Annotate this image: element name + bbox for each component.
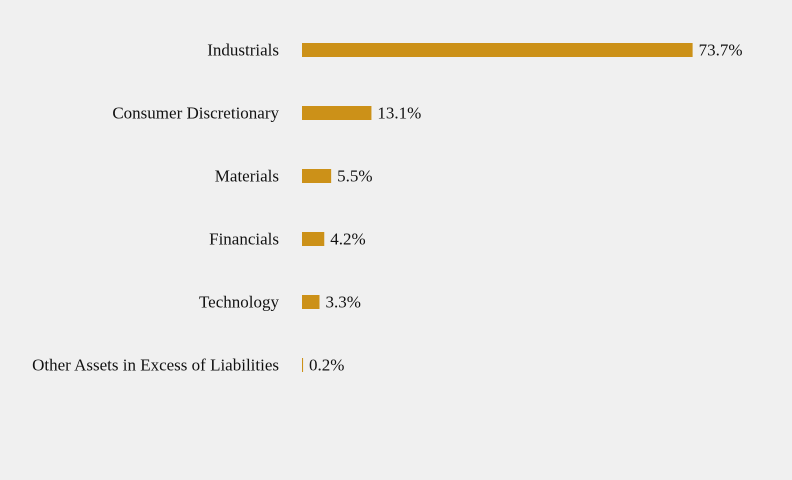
category-label-technology: Technology: [199, 293, 280, 312]
category-labels-group: Industrials Consumer Discretionary Materia…: [32, 41, 279, 375]
value-label-technology: 3.3%: [325, 293, 360, 312]
category-label-materials: Materials: [215, 167, 279, 186]
bar-consumer-discretionary: [302, 106, 372, 120]
bar-technology: [302, 295, 320, 309]
bar-other-assets-in-excess-of-liabilities: [302, 358, 304, 372]
category-label-other-assets-in-excess-of-liabilities: Other Assets in Excess of Liabilities: [32, 356, 279, 375]
value-label-other-assets-in-excess-of-liabilities: 0.2%: [309, 356, 344, 375]
category-label-industrials: Industrials: [207, 41, 279, 60]
value-label-consumer-discretionary: 13.1%: [377, 104, 421, 123]
bars-group: [302, 43, 693, 372]
bar-materials: [302, 169, 332, 183]
value-label-industrials: 73.7%: [699, 41, 743, 60]
value-labels-group: 73.7% 13.1% 5.5% 4.2% 3.3% 0.2%: [309, 41, 742, 375]
value-label-materials: 5.5%: [337, 167, 372, 186]
bar-industrials: [302, 43, 693, 57]
bar-financials: [302, 232, 325, 246]
value-label-financials: 4.2%: [330, 230, 365, 249]
category-label-financials: Financials: [209, 230, 279, 249]
category-label-consumer-discretionary: Consumer Discretionary: [112, 104, 279, 123]
